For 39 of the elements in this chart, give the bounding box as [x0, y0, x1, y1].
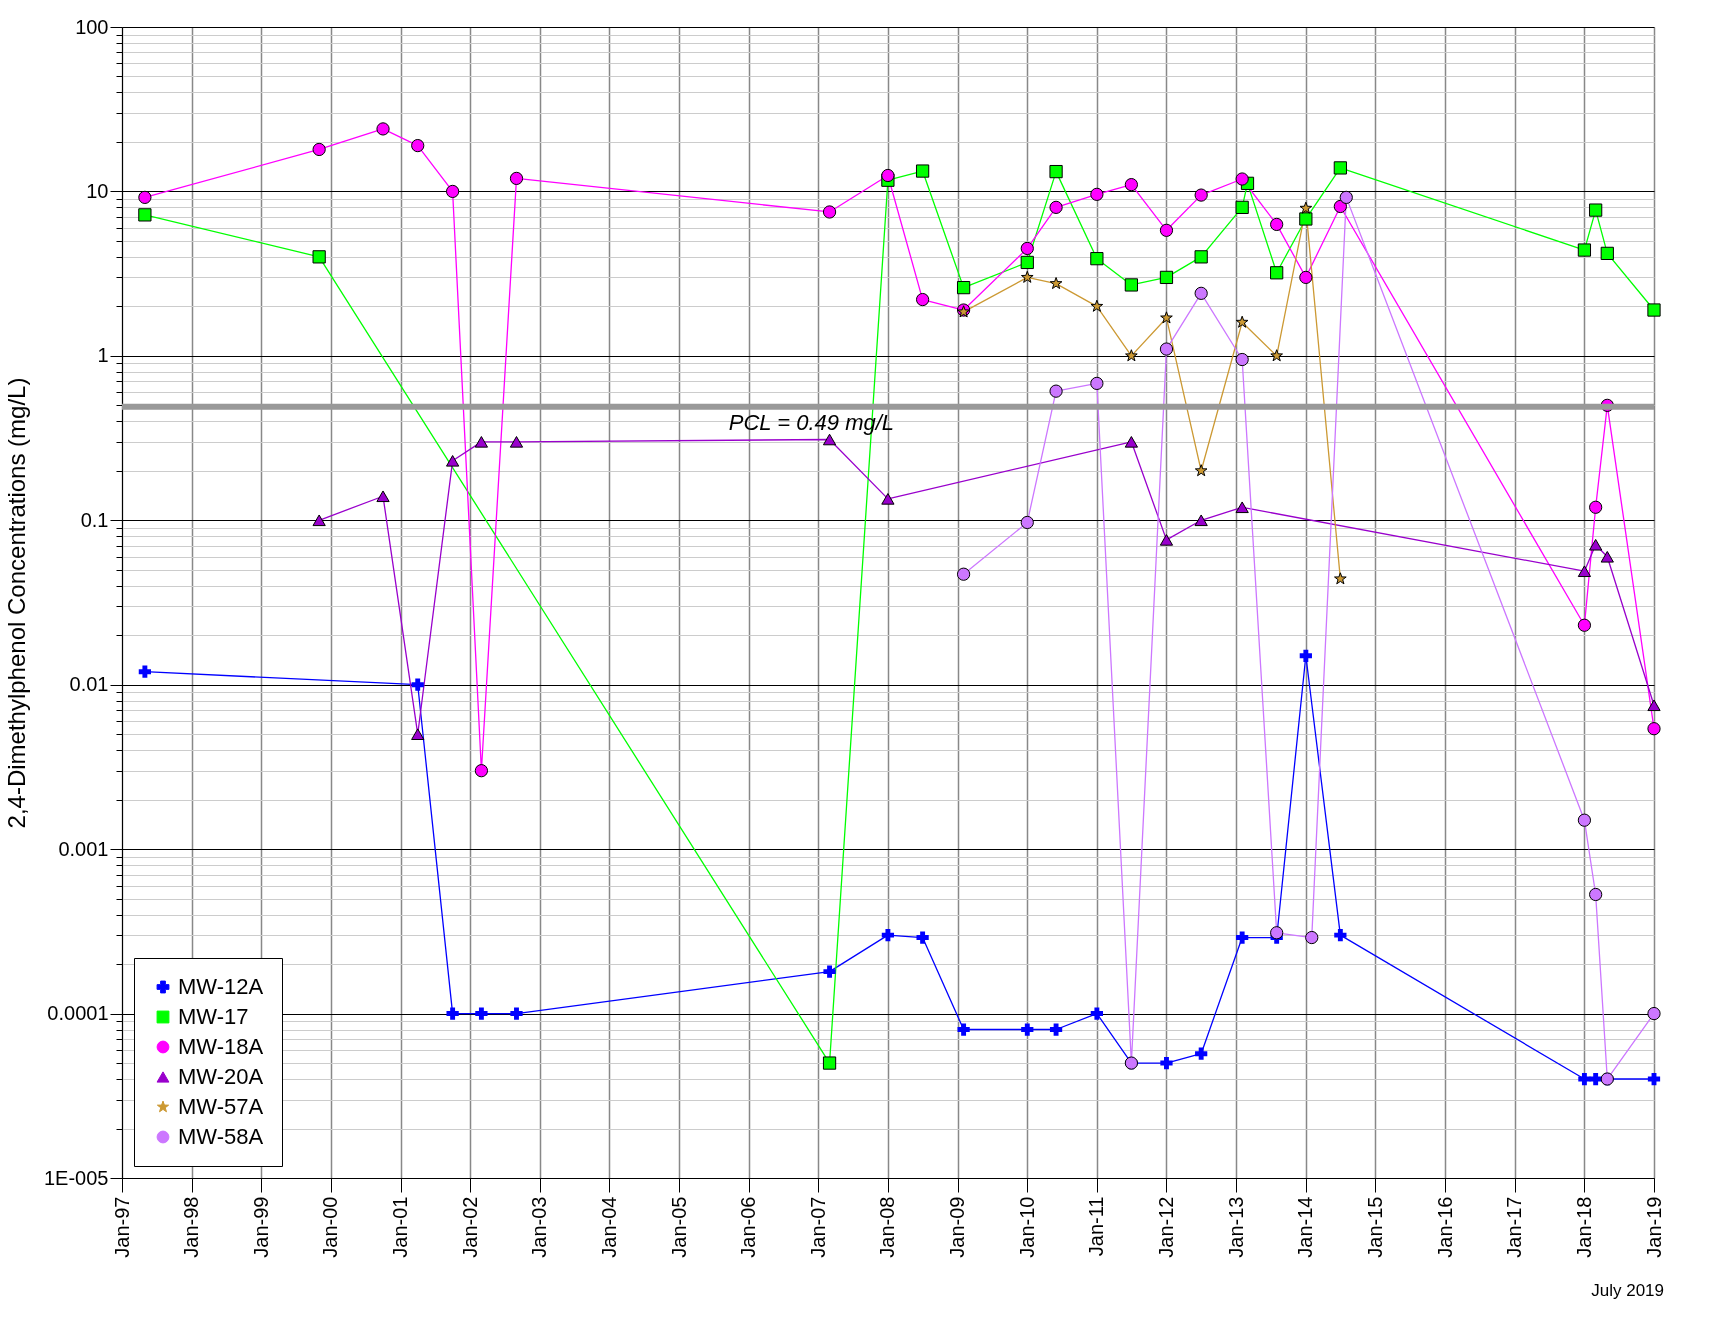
y-tick-label: 0.001: [58, 837, 109, 860]
x-tick-label: Jan-03: [528, 1196, 551, 1258]
x-tick-label: Jan-04: [597, 1196, 620, 1258]
x-tick-label: Jan-99: [249, 1196, 272, 1258]
x-tick-label: Jan-09: [946, 1196, 969, 1258]
x-tick-label: Jan-07: [806, 1196, 829, 1258]
y-tick-label: 100: [75, 15, 109, 38]
x-tick-label: Jan-15: [1363, 1196, 1386, 1258]
x-tick-label: Jan-14: [1294, 1196, 1317, 1258]
y-axis-title: 2,4-Dimethylphenol Concentrations (mg/L): [3, 377, 31, 829]
x-tick-label: Jan-97: [110, 1196, 133, 1258]
legend-label: MW-17: [178, 1004, 249, 1029]
x-tick-label: Jan-18: [1572, 1196, 1595, 1258]
x-tick-label: Jan-06: [737, 1196, 760, 1258]
x-tick-label: Jan-13: [1224, 1196, 1247, 1258]
y-tick-label: 0.01: [69, 673, 109, 696]
x-tick-label: Jan-11: [1085, 1196, 1108, 1257]
y-tick-label: 0.1: [80, 508, 109, 531]
y-tick-label: 1: [97, 344, 109, 367]
x-tick-label: Jan-19: [1642, 1196, 1665, 1258]
x-tick-label: Jan-08: [876, 1196, 899, 1258]
x-tick-label: Jan-98: [180, 1196, 203, 1258]
legend-label: MW-57A: [178, 1094, 264, 1119]
y-tick-label: 0.0001: [47, 1002, 109, 1025]
legend-label: MW-58A: [178, 1124, 264, 1149]
x-tick-label: Jan-10: [1015, 1196, 1038, 1258]
x-tick-label: Jan-12: [1154, 1196, 1177, 1258]
x-tick-label: Jan-01: [389, 1196, 412, 1258]
x-tick-label: Jan-17: [1503, 1196, 1526, 1258]
legend-label: MW-12A: [178, 974, 264, 999]
x-tick-label: Jan-16: [1433, 1196, 1456, 1258]
y-tick-label: 10: [86, 179, 109, 202]
legend-label: MW-18A: [178, 1034, 264, 1059]
y-tick-label: 1E-005: [44, 1166, 109, 1189]
text: July 2019: [1591, 1281, 1664, 1300]
x-tick-label: Jan-05: [667, 1196, 690, 1258]
legend-label: MW-20A: [178, 1064, 264, 1089]
x-tick-label: Jan-02: [458, 1196, 481, 1258]
x-tick-label: Jan-00: [319, 1196, 342, 1258]
